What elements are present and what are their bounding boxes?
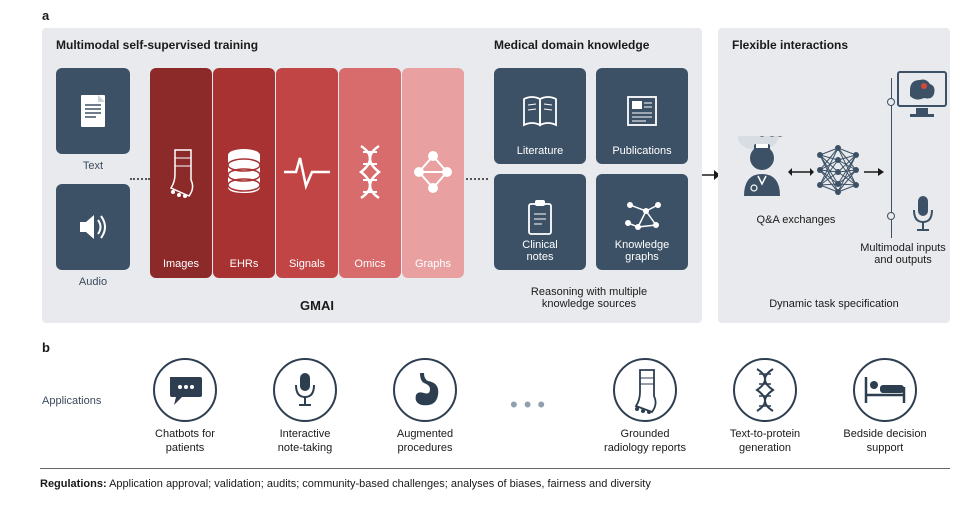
divider [40,468,950,469]
tile-omics: Omics [339,68,401,278]
panel-a: Multimodal self-supervised training Medi… [42,28,702,323]
tile-graphs: Graphs [402,68,464,278]
tile-signals: Signals [276,68,338,278]
tile-images: Images [150,68,212,278]
title-flex: Flexible interactions [732,38,848,52]
arrow-right [864,166,884,178]
ecg-icon [282,152,332,195]
kgraph-icon [620,197,664,240]
label-text: Text [56,160,130,172]
label-omics: Omics [354,258,385,270]
tile-audio [56,184,130,270]
app-label-aug: Augmented procedures [370,428,480,456]
foot-icon [161,144,201,203]
dna-icon [355,144,385,203]
book-icon [520,93,560,132]
tile-kg: Knowledge graphs [596,174,688,270]
bed-icon [853,358,917,422]
app-bed: Bedside decision support [830,358,940,456]
app-chat: Chatbots for patients [130,358,240,456]
tile-lit: Literature [494,68,586,164]
caption-qa: Q&A exchanges [736,214,856,226]
title-training: Multimodal self-supervised training [56,38,258,52]
tile-text [56,68,130,154]
mic-icon [910,194,936,234]
regulations-line: Regulations: Application approval; valid… [40,478,651,490]
dotted-right [466,178,488,180]
speaker-icon [76,210,110,244]
caption-io: Multimodal inputs and outputs [858,242,948,266]
foot2-icon [613,358,677,422]
stomach-icon [393,358,457,422]
reg-bold: Regulations: [40,478,107,490]
label-ehrs: EHRs [230,258,259,270]
io-node-top [887,98,895,106]
app-ellipsis: ••• [510,392,551,418]
clip-icon [525,198,555,239]
tile-clin: Clinical notes [494,174,586,270]
app-note: Interactive note-taking [250,358,360,456]
dotted-left [130,178,150,180]
label-pub: Publications [612,145,671,158]
panel-c: Flexible interactions [718,28,950,323]
io-node-bot [887,212,895,220]
app-prot: Text-to-protein generation [710,358,820,456]
news-icon [624,93,660,132]
label-clin: Clinical notes [522,239,557,264]
label-graphs: Graphs [415,258,451,270]
caption-reason: Reasoning with multiple knowledge source… [494,286,684,310]
panel-label-b: b [42,340,50,355]
tile-ehrs: EHRs [213,68,275,278]
app-label-note: Interactive note-taking [250,428,360,456]
app-label-prot: Text-to-protein generation [710,428,820,456]
app-label-rad: Grounded radiology reports [590,428,700,456]
reg-text: Application approval; validation; audits… [107,478,651,490]
caption-dynamic: Dynamic task specification [718,298,950,310]
label-kg: Knowledge graphs [615,239,669,264]
db-icon [224,147,264,200]
monitor-icon [896,70,948,120]
app-aug: Augmented procedures [370,358,480,456]
title-domain: Medical domain knowledge [494,38,649,52]
label-images: Images [163,258,199,270]
graph-icon [411,150,455,197]
gmai-label: GMAI [300,298,334,313]
doctor-icon [736,136,788,204]
dna2-icon [733,358,797,422]
app-label-chat: Chatbots for patients [130,428,240,456]
label-audio: Audio [56,276,130,288]
app-rad: Grounded radiology reports [590,358,700,456]
label-lit: Literature [517,145,563,158]
doc-icon [78,93,108,129]
label-signals: Signals [289,258,325,270]
applications-title: Applications [42,395,101,407]
mic-icon [273,358,337,422]
app-label-bed: Bedside decision support [830,428,940,456]
nn-icon [814,140,862,200]
tile-pub: Publications [596,68,688,164]
chat-icon [153,358,217,422]
panel-label-a: a [42,8,49,23]
bi-arrow [788,166,814,178]
